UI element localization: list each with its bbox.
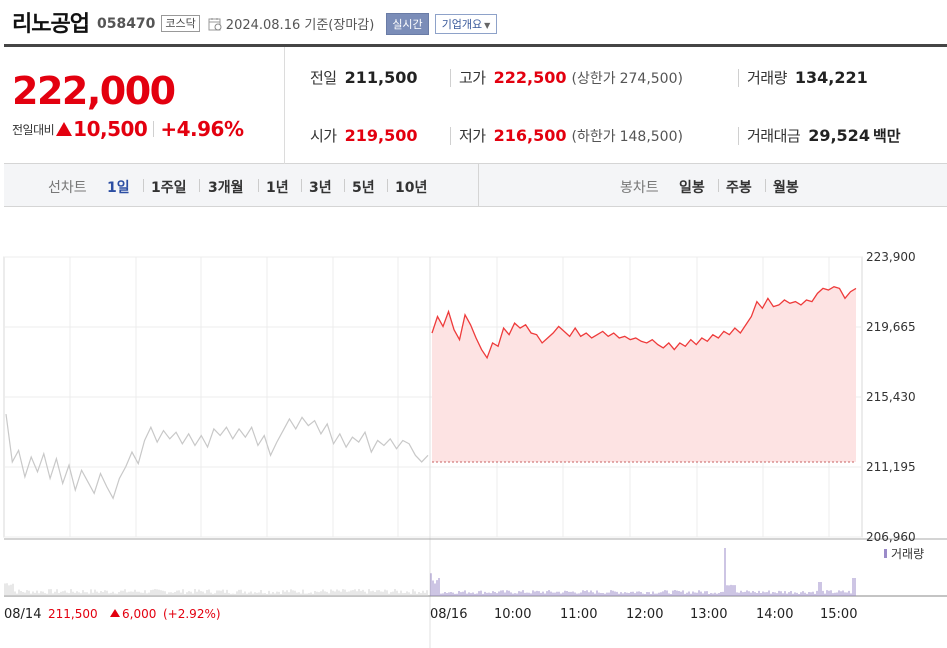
x-tick-label: 08/14 <box>4 607 41 622</box>
company-overview-label: 기업개요 <box>441 17 483 31</box>
prev-day-change: 6,000 <box>122 607 156 621</box>
price-chart-svg: 거래량 223,900 219,665 215,430 211,195 206,960 0… <box>3 250 947 648</box>
chevron-down-icon: ▼ <box>484 20 491 30</box>
open-cell: 시가 219,500 <box>310 125 417 146</box>
amount-unit: 백만 <box>872 127 901 145</box>
change-row: 전일대비 10,500 +4.96% <box>12 117 244 141</box>
period-1y[interactable]: 1년 <box>266 180 289 196</box>
divider <box>143 179 144 192</box>
prev-day-line <box>5 413 429 500</box>
period-1d[interactable]: 1일 <box>107 180 130 196</box>
prev-day-change-percent: (+2.92%) <box>163 607 221 621</box>
period-bar: 선차트 1일 1주일 3개월 1년 3년 5년 10년 봉차트 일봉 주봉 월봉 <box>4 164 947 207</box>
volume-legend-swatch <box>884 549 887 558</box>
divider <box>450 69 451 87</box>
y-tick-label: 219,665 <box>866 320 916 334</box>
calendar-icon <box>208 17 222 30</box>
company-overview-dropdown[interactable]: 기업개요 ▼ <box>434 13 498 34</box>
divider <box>258 179 259 192</box>
divider <box>718 179 719 192</box>
realtime-button[interactable]: 실시간 <box>386 12 429 35</box>
up-triangle-icon <box>110 609 120 617</box>
divider <box>199 179 200 192</box>
volume-legend-label: 거래량 <box>891 547 924 561</box>
candle-monthly[interactable]: 월봉 <box>773 180 799 196</box>
low-cell: 저가 216,500 (하한가 148,500) <box>459 125 683 146</box>
divider <box>738 127 739 145</box>
y-tick-label: 206,960 <box>866 530 916 544</box>
upper-limit-label: (상한가 <box>571 71 616 87</box>
amount-value: 29,524 <box>808 126 870 145</box>
line-chart-label: 선차트 <box>48 180 87 196</box>
divider <box>344 179 345 192</box>
divider <box>301 179 302 192</box>
low-value: 216,500 <box>493 126 567 145</box>
period-10y[interactable]: 10년 <box>395 180 428 196</box>
current-price-box: 222,000 전일대비 10,500 +4.96% <box>4 47 285 164</box>
volume-cell: 거래량 134,221 <box>747 67 868 88</box>
prev-day-close-price: 211,500 <box>48 607 98 621</box>
divider <box>450 127 451 145</box>
high-label: 고가 <box>459 69 486 87</box>
x-tick-label: 11:00 <box>560 607 597 622</box>
basis-date: 2024.08.16 기준(장마감) <box>225 18 375 33</box>
candle-daily[interactable]: 일봉 <box>679 180 705 196</box>
open-label: 시가 <box>310 127 337 145</box>
x-tick-label: 13:00 <box>690 607 727 622</box>
header-divider <box>4 44 947 47</box>
prev-close-value: 211,500 <box>344 68 418 87</box>
lower-limit-label: (하한가 <box>571 129 616 145</box>
period-1w[interactable]: 1주일 <box>151 180 187 196</box>
stock-header: 리노공업 058470 코스닥 2024.08.16 기준(장마감) 실시간 기… <box>0 0 947 44</box>
low-label: 저가 <box>459 127 486 145</box>
divider <box>765 179 766 192</box>
volume-label: 거래량 <box>747 69 787 87</box>
period-3m[interactable]: 3개월 <box>208 180 244 196</box>
upper-limit-value: 274,500) <box>619 71 683 87</box>
high-cell: 고가 222,500 (상한가 274,500) <box>459 67 683 88</box>
market-badge: 코스닥 <box>161 15 200 32</box>
up-triangle-icon <box>56 122 73 136</box>
y-tick-label: 223,900 <box>866 250 916 264</box>
period-3y[interactable]: 3년 <box>309 180 332 196</box>
x-tick-label: 15:00 <box>820 607 857 622</box>
x-tick-label: 14:00 <box>756 607 793 622</box>
lower-limit-value: 148,500) <box>619 129 683 145</box>
divider <box>387 179 388 192</box>
price-chart: 거래량 223,900 219,665 215,430 211,195 206,960 0… <box>0 207 947 648</box>
change-label: 전일대비 <box>12 122 55 137</box>
candle-weekly[interactable]: 주봉 <box>726 180 752 196</box>
change-separator <box>153 121 155 137</box>
volume-value: 134,221 <box>794 68 868 87</box>
candle-chart-label: 봉차트 <box>620 180 659 196</box>
amount-cell: 거래대금 29,524 백만 <box>747 125 901 146</box>
today-area-fill <box>432 286 856 462</box>
x-tick-label: 12:00 <box>626 607 663 622</box>
amount-label: 거래대금 <box>747 127 801 145</box>
open-value: 219,500 <box>344 126 418 145</box>
change-amount: 10,500 <box>73 117 148 141</box>
divider <box>738 69 739 87</box>
stock-code: 058470 <box>96 16 156 32</box>
period-5y[interactable]: 5년 <box>352 180 375 196</box>
y-tick-label: 215,430 <box>866 390 916 404</box>
x-tick-label: 10:00 <box>494 607 531 622</box>
prev-close-label: 전일 <box>310 69 337 87</box>
change-percent: +4.96% <box>160 117 244 141</box>
period-bar-divider <box>478 164 479 207</box>
today-line <box>431 286 857 360</box>
y-tick-label: 211,195 <box>866 460 916 474</box>
x-tick-label: 08/16 <box>430 607 467 622</box>
current-price: 222,000 <box>12 69 176 113</box>
quote-panel: 222,000 전일대비 10,500 +4.96% 전일 211,500 고가… <box>4 47 947 164</box>
company-name: 리노공업 <box>12 12 90 37</box>
prev-close-cell: 전일 211,500 <box>310 67 417 88</box>
high-value: 222,500 <box>493 68 567 87</box>
